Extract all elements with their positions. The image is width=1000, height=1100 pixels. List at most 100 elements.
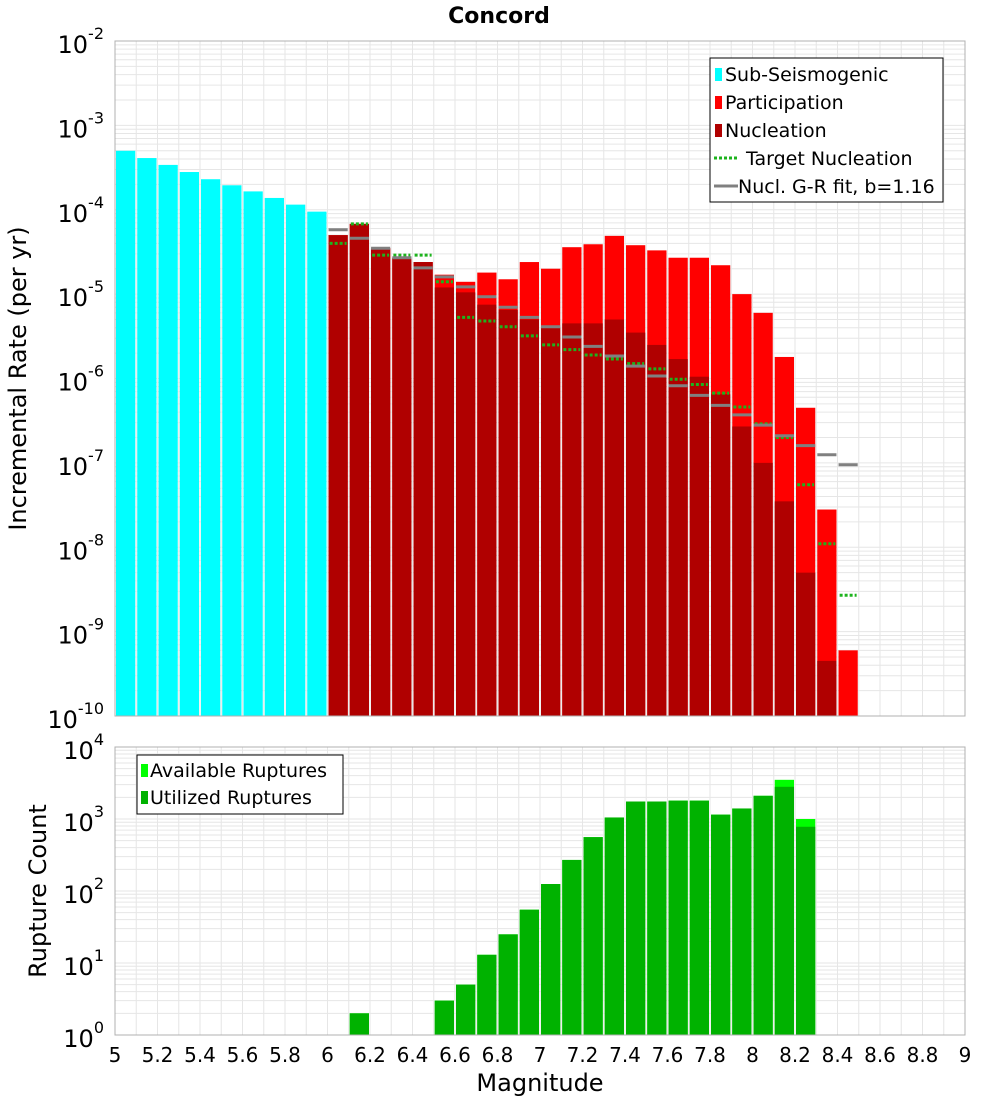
top-panel-ytick-label: 10-2 — [58, 24, 105, 59]
x-tick-label: 8 — [746, 1043, 759, 1067]
nucleation-bar — [371, 248, 391, 717]
nucleation-bar — [626, 332, 646, 716]
bottom-legend-label: Available Ruptures — [150, 760, 327, 782]
x-tick-label: 6.8 — [482, 1043, 514, 1067]
x-axis-title: Magnitude — [476, 1069, 603, 1097]
nucleation-bar — [498, 309, 518, 716]
nucleation-bar — [774, 501, 794, 716]
top-panel-ytick-label: 10-4 — [58, 193, 105, 228]
bottom-legend-swatch — [141, 764, 148, 777]
bottom-panel-frame — [114, 746, 966, 1036]
top-legend-label: Nucl. G-R fit, b=1.16 — [738, 176, 935, 198]
top-legend-swatch — [715, 124, 722, 137]
nucleation-bar — [541, 327, 561, 716]
nucleation-bar — [647, 344, 667, 716]
nucleation-bar — [711, 394, 731, 716]
nucleation-bar — [796, 572, 816, 716]
sub-seismogenic-bar — [158, 164, 178, 716]
utilized-ruptures-bar — [349, 1013, 369, 1035]
top-panel-frame — [114, 40, 966, 717]
top-legend-swatch — [715, 96, 722, 109]
x-tick-label: 6.6 — [439, 1043, 471, 1067]
sub-seismogenic-bar — [179, 172, 199, 716]
utilized-ruptures-bar — [434, 1000, 454, 1035]
sub-seismogenic-bar — [222, 185, 242, 717]
top-panel-ytick-label: 10-9 — [58, 615, 105, 650]
top-panel-ylabel: Incremental Rate (per yr) — [4, 226, 32, 530]
sub-seismogenic-bar — [264, 197, 284, 717]
bottom-panel-ytick-label: 101 — [63, 946, 104, 981]
x-tick-label: 5.8 — [269, 1043, 301, 1067]
nucleation-bar — [562, 323, 582, 716]
nucleation-bar — [583, 323, 603, 716]
nucleation-bar — [604, 319, 624, 716]
top-panel-ytick-label: 10-6 — [58, 362, 105, 397]
x-tick-label: 7 — [534, 1043, 547, 1067]
nucleation-bar — [434, 287, 454, 716]
top-panel-ytick-label: 10-10 — [47, 699, 104, 734]
x-tick-label: 7.4 — [609, 1043, 641, 1067]
bottom-panel-ytick-label: 102 — [63, 874, 104, 909]
top-legend-label: Nucleation — [725, 120, 827, 142]
sub-seismogenic-bar — [116, 150, 136, 716]
utilized-ruptures-bar — [583, 837, 603, 1035]
utilized-ruptures-bar — [732, 808, 752, 1035]
bottom-panel-ytick-label: 100 — [63, 1018, 104, 1053]
nucleation-bar — [519, 319, 539, 716]
utilized-ruptures-bar — [519, 909, 539, 1035]
bottom-legend-swatch — [141, 791, 148, 804]
x-tick-label: 8.8 — [907, 1043, 939, 1067]
nucleation-bar — [668, 359, 688, 716]
sub-seismogenic-bar — [137, 158, 157, 716]
utilized-ruptures-bar — [647, 801, 667, 1035]
utilized-ruptures-bar — [477, 954, 497, 1035]
sub-seismogenic-bar — [286, 204, 306, 717]
x-tick-label: 6.4 — [397, 1043, 429, 1067]
x-tick-label: 8.2 — [779, 1043, 811, 1067]
bottom-legend — [136, 754, 344, 815]
x-tick-label: 5.2 — [142, 1043, 174, 1067]
x-tick-label: 7.8 — [694, 1043, 726, 1067]
x-tick-label: 7.6 — [652, 1043, 684, 1067]
bottom-panel-ytick-label: 103 — [63, 802, 104, 837]
x-tick-label: 5 — [109, 1043, 122, 1067]
x-tick-label: 5.6 — [227, 1043, 259, 1067]
x-tick-label: 9 — [959, 1043, 972, 1067]
bottom-panel-ytick-label: 104 — [63, 730, 104, 765]
nucleation-bar — [328, 235, 348, 716]
bottom-panel-ylabel: Rupture Count — [24, 804, 52, 978]
utilized-ruptures-bar — [711, 814, 731, 1035]
nucleation-bar — [477, 304, 497, 716]
nucleation-bar — [732, 426, 752, 716]
utilized-ruptures-bar — [796, 826, 816, 1035]
chart-title: Concord — [448, 4, 550, 29]
nucleation-bar — [413, 262, 433, 716]
top-panel-ytick-label: 10-7 — [58, 446, 105, 481]
top-legend-label: Target Nucleation — [745, 148, 913, 170]
utilized-ruptures-bar — [753, 795, 773, 1035]
utilized-ruptures-bar — [626, 801, 646, 1035]
utilized-ruptures-bar — [604, 817, 624, 1035]
x-tick-label: 8.6 — [864, 1043, 896, 1067]
utilized-ruptures-bar — [774, 786, 794, 1035]
utilized-ruptures-bar — [498, 934, 518, 1035]
utilized-ruptures-bar — [456, 984, 476, 1035]
utilized-ruptures-bar — [668, 800, 688, 1035]
utilized-ruptures-bar — [562, 859, 582, 1035]
top-legend-swatch — [715, 68, 722, 81]
x-tick-label: 7.2 — [567, 1043, 599, 1067]
x-tick-label: 6 — [321, 1043, 334, 1067]
sub-seismogenic-bar — [307, 211, 327, 716]
sub-seismogenic-bar — [243, 191, 263, 717]
top-panel-ytick-label: 10-3 — [58, 108, 105, 143]
x-tick-label: 5.4 — [184, 1043, 216, 1067]
top-legend-label: Participation — [725, 92, 844, 114]
bottom-legend-label: Utilized Ruptures — [150, 787, 312, 809]
nucleation-bar — [349, 223, 369, 716]
nucleation-bar — [817, 660, 837, 716]
utilized-ruptures-bar — [541, 884, 561, 1035]
utilized-ruptures-bar — [689, 800, 709, 1035]
x-tick-label: 6.2 — [354, 1043, 386, 1067]
sub-seismogenic-bar — [201, 179, 221, 716]
